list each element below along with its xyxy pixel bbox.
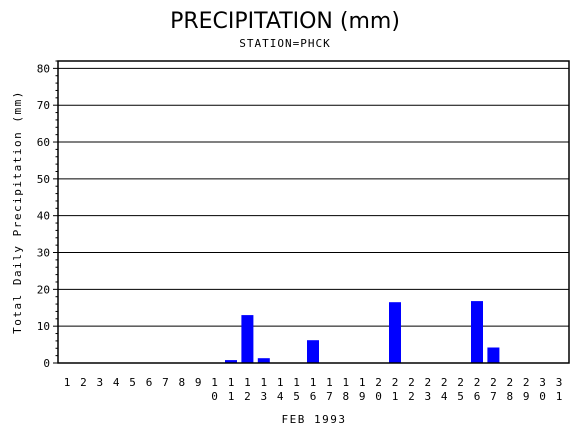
bar-day-13 <box>257 358 270 363</box>
y-axis: 0 10 20 30 40 50 60 70 80 <box>37 60 58 370</box>
x-axis: 1 2 3 4 5 6 7 8 9 1 01 11 21 31 41 51 61 71 81 92 02 12 22 32 42… <box>64 376 563 403</box>
y-tick-label: 80 <box>37 62 50 75</box>
bar-day-12 <box>241 315 254 363</box>
y-tick-label: 70 <box>37 99 50 112</box>
chart-subtitle: STATION=PHCK <box>239 37 330 50</box>
y-tick-label: 10 <box>37 320 50 333</box>
y-axis-label: Total Daily Precipitation (mm) <box>11 90 24 334</box>
x-tick-label: 5 <box>129 376 136 389</box>
bar-day-21 <box>389 302 401 363</box>
grid-lines <box>58 67 569 327</box>
x-tick-label: 6 <box>146 376 153 389</box>
chart-title: PRECIPITATION (mm) <box>170 9 400 34</box>
x-tick-label: 3 <box>96 376 103 389</box>
bars <box>225 301 500 363</box>
x-tick-label: 8 <box>178 376 185 389</box>
y-tick-label: 40 <box>37 210 50 223</box>
bar-day-26 <box>471 301 483 363</box>
x-axis-label: FEB 1993 <box>282 413 347 426</box>
y-tick-label: 60 <box>37 136 50 149</box>
x-tick-label: 7 <box>162 376 169 389</box>
y-tick-label: 0 <box>43 357 50 370</box>
x-tick-label: 1 <box>64 376 71 389</box>
bar-day-27 <box>487 347 500 363</box>
bar-day-16 <box>307 340 319 363</box>
bar-day-11 <box>225 360 237 363</box>
x-tick-label: 2 <box>80 376 87 389</box>
y-tick-label: 20 <box>37 283 50 296</box>
x-tick-label: 9 <box>195 376 202 389</box>
y-tick-label: 30 <box>37 247 50 260</box>
y-tick-label: 50 <box>37 173 50 186</box>
plot-frame <box>57 60 570 364</box>
x-tick-label: 4 <box>113 376 120 389</box>
